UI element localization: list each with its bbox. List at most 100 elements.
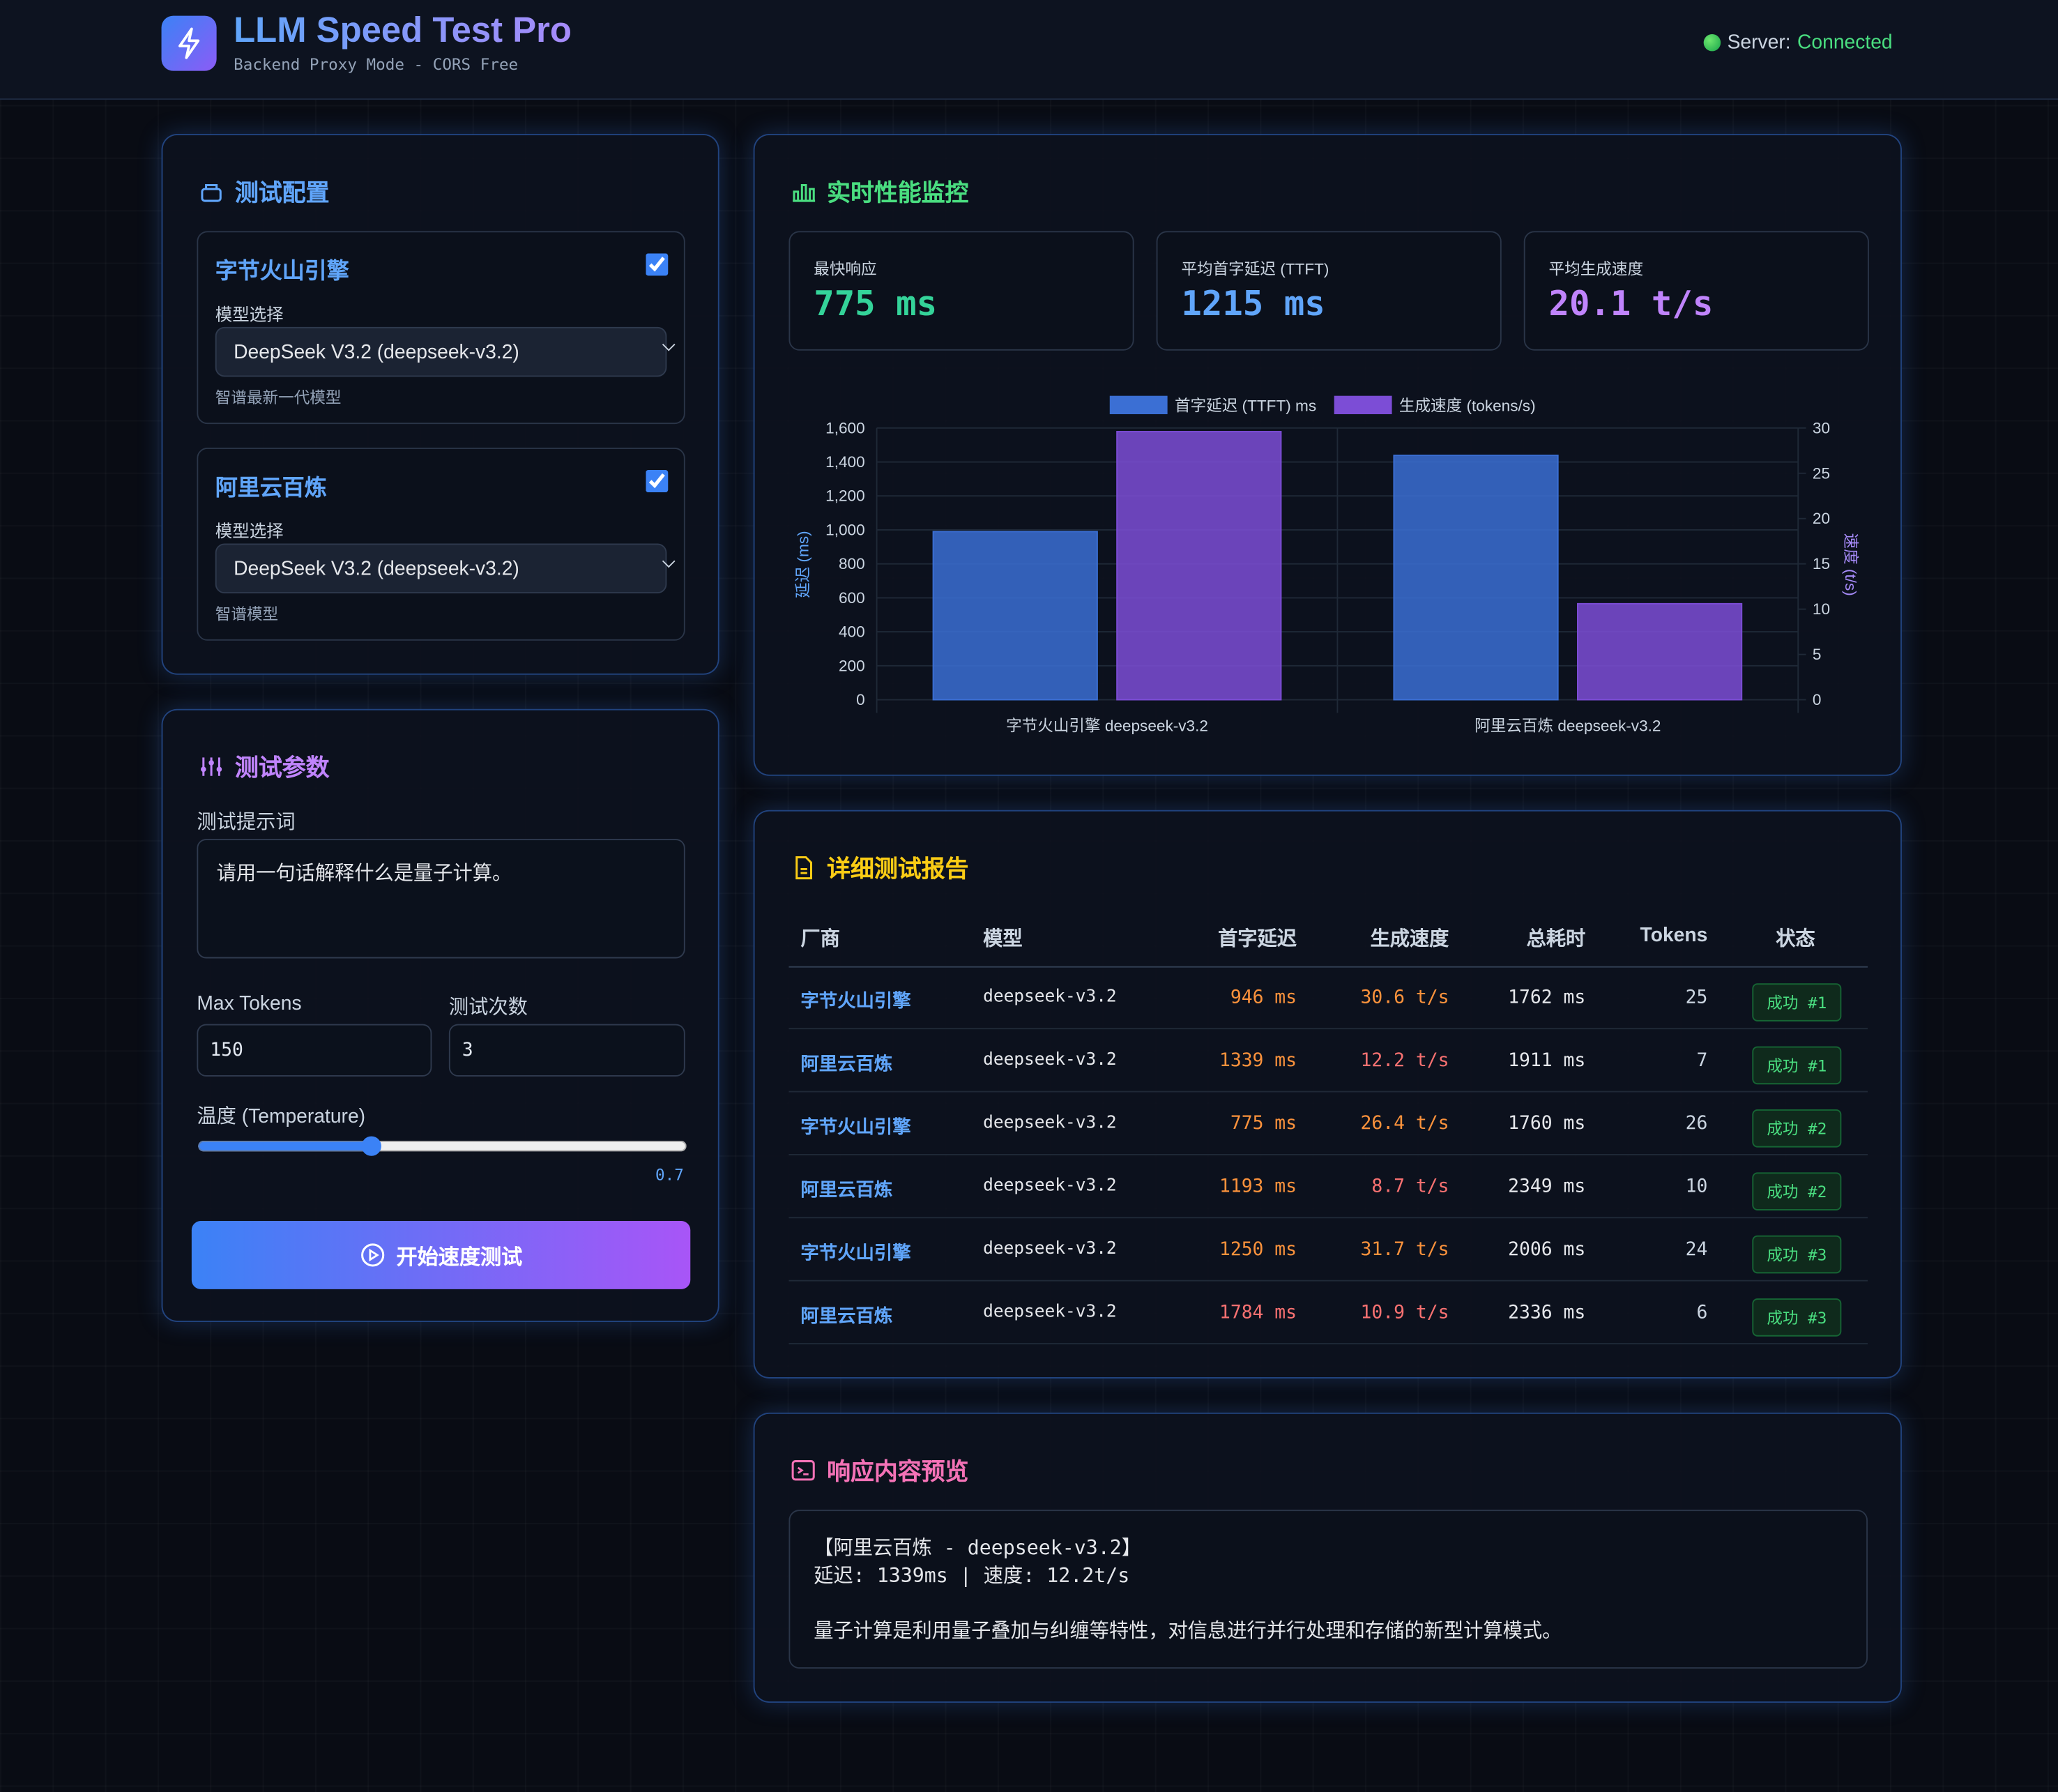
legend-label: 生成速度 (tokens/s): [1399, 397, 1536, 414]
text: 实时性能监控: [827, 179, 969, 206]
stat-card: 平均生成速度 20.1 t/s: [1523, 231, 1869, 351]
icon: [795, 856, 812, 880]
table-cell: 30.6 t/s: [1360, 987, 1449, 1008]
table-header: 模型: [983, 928, 1023, 951]
y2-tick-label: 20: [1813, 510, 1830, 527]
table-cell: 26: [1685, 1113, 1708, 1134]
monitor-title: 实时性能监控: [790, 174, 968, 208]
table-cell: 24: [1685, 1239, 1708, 1261]
max-tokens-label: Max Tokens: [197, 992, 302, 1015]
stat-label: 平均生成速度: [1548, 259, 1644, 279]
table-cell: 8.7 t/s: [1371, 1176, 1449, 1198]
header: LLM Speed Test Pro Backend Proxy Mode - …: [0, 0, 2058, 100]
table-cell: 1250 ms: [1219, 1239, 1297, 1261]
y2-tick-label: 30: [1813, 419, 1830, 436]
table-cell: 1784 ms: [1219, 1302, 1297, 1323]
start-button[interactable]: 开始速度测试: [191, 1221, 691, 1289]
temperature-label: 温度 (Temperature): [197, 1105, 366, 1128]
table-cell: deepseek-v3.2: [983, 1239, 1117, 1259]
x-tick-label: 阿里云百炼 deepseek-v3.2: [1474, 717, 1661, 735]
params-card: 测试参数 测试提示词 请用一句话解释什么是量子计算。 Max Tokens 15…: [161, 708, 719, 1322]
prompt-input[interactable]: 请用一句话解释什么是量子计算。: [197, 839, 685, 959]
y-tick-label: 800: [839, 555, 865, 572]
bar: [932, 531, 1098, 701]
y-axis-title: 延迟 (ms): [795, 531, 812, 598]
table-cell: 2349 ms: [1508, 1176, 1586, 1198]
model-label: 模型选择: [215, 521, 284, 541]
table-cell: 12.2 t/s: [1360, 1050, 1449, 1072]
status-badge: 成功 #1: [1752, 983, 1842, 1022]
stat-value: 775 ms: [814, 284, 938, 325]
runs-label: 测试次数: [448, 996, 528, 1019]
legend-swatch: [1109, 395, 1168, 415]
temperature-slider[interactable]: [197, 1135, 688, 1157]
table-cell: deepseek-v3.2: [983, 1113, 1117, 1133]
prompt-label: 测试提示词: [197, 811, 296, 834]
config-card: 测试配置 字节火山引擎 模型选择 DeepSeek V3.2 (deepseek-v…: [161, 134, 719, 675]
icon: [361, 1243, 385, 1267]
status-badge: 成功 #3: [1752, 1298, 1842, 1337]
status-badge: 成功 #3: [1752, 1235, 1842, 1274]
table-cell: deepseek-v3.2: [983, 1302, 1117, 1322]
text: 开始速度测试: [396, 1247, 523, 1270]
model-select[interactable]: DeepSeek V3.2 (deepseek-v3.2): [215, 543, 667, 594]
table-cell: 10.9 t/s: [1360, 1302, 1449, 1323]
row-rule: [788, 1280, 1868, 1282]
row-rule: [788, 1091, 1868, 1093]
table-cell: deepseek-v3.2: [983, 987, 1117, 1008]
preview-card: 响应内容预览 【阿里云百炼 - deepseek-v3.2】 延迟: 1339m…: [753, 1412, 1902, 1703]
table-header: 厂商: [800, 928, 840, 951]
runs-input[interactable]: 3: [448, 1024, 685, 1077]
table-header: 状态: [1776, 928, 1815, 951]
row-rule: [788, 1153, 1868, 1155]
icon: [201, 183, 222, 202]
logo: [161, 15, 217, 71]
status-badge: 成功 #2: [1752, 1172, 1842, 1210]
chart: 0 200 400 600 800 1,000 1,200 1,400 1,600 0 5 10 15 2…: [795, 395, 1859, 735]
y-tick-label: 1,400: [825, 453, 865, 471]
model-label: 模型选择: [215, 304, 284, 325]
report-card: 详细测试报告 厂商 模型 首字延迟 生成速度 总耗时 Tokens 状态 字节火山引擎 deep…: [753, 810, 1902, 1379]
icon: [201, 757, 222, 776]
server-status: Server: Connected: [1703, 31, 1893, 54]
table-cell: 26.4 t/s: [1360, 1113, 1449, 1134]
model-select[interactable]: DeepSeek V3.2 (deepseek-v3.2): [215, 326, 667, 377]
preview-title: 响应内容预览: [790, 1453, 968, 1487]
table-cell: 775 ms: [1230, 1113, 1297, 1134]
params-title: 测试参数: [198, 750, 330, 784]
max-tokens-input[interactable]: 150: [197, 1024, 432, 1077]
stat-label: 平均首字延迟 (TTFT): [1181, 259, 1329, 279]
table-cell: 1762 ms: [1508, 987, 1586, 1008]
table-cell: 1339 ms: [1219, 1050, 1297, 1072]
table-cell: 字节火山引擎: [800, 1242, 911, 1263]
temperature-value: 0.7: [655, 1165, 684, 1185]
y2-tick-label: 15: [1813, 555, 1830, 572]
model-hint: 智谱模型: [215, 605, 279, 624]
preview-line: 量子计算是利用量子叠加与纠缠等特性，对信息进行并行处理和存储的新型计算模式。: [814, 1620, 1562, 1643]
bar: [1577, 602, 1743, 701]
stat-card: 平均首字延迟 (TTFT) 1215 ms: [1156, 231, 1502, 351]
provider-checkbox[interactable]: [646, 470, 669, 493]
stat-label: 最快响应: [814, 259, 877, 279]
y2-axis-title: 速度 (t/s): [1842, 533, 1859, 595]
preview-box: 【阿里云百炼 - deepseek-v3.2】 延迟: 1339ms | 速度:…: [788, 1510, 1868, 1669]
table-cell: 阿里云百炼: [800, 1305, 893, 1326]
legend-label: 首字延迟 (TTFT) ms: [1175, 397, 1316, 414]
provider-checkbox[interactable]: [646, 253, 669, 276]
text: 详细测试报告: [827, 856, 969, 883]
table-cell: deepseek-v3.2: [983, 1050, 1117, 1070]
y-tick-label: 400: [839, 623, 865, 641]
model-hint: 智谱最新一代模型: [215, 388, 342, 407]
table-cell: 31.7 t/s: [1360, 1239, 1449, 1261]
y2-tick-label: 10: [1813, 600, 1830, 618]
status-dot: [1703, 33, 1721, 52]
table-cell: 1911 ms: [1508, 1050, 1586, 1072]
table-header: 首字延迟: [1218, 928, 1297, 951]
server-label: Server:: [1727, 31, 1791, 54]
stat-card: 最快响应 775 ms: [788, 231, 1134, 351]
bar: [1393, 455, 1559, 701]
server-state: Connected: [1797, 31, 1893, 54]
logo-icon: [178, 27, 200, 59]
status-badge: 成功 #2: [1752, 1109, 1842, 1148]
